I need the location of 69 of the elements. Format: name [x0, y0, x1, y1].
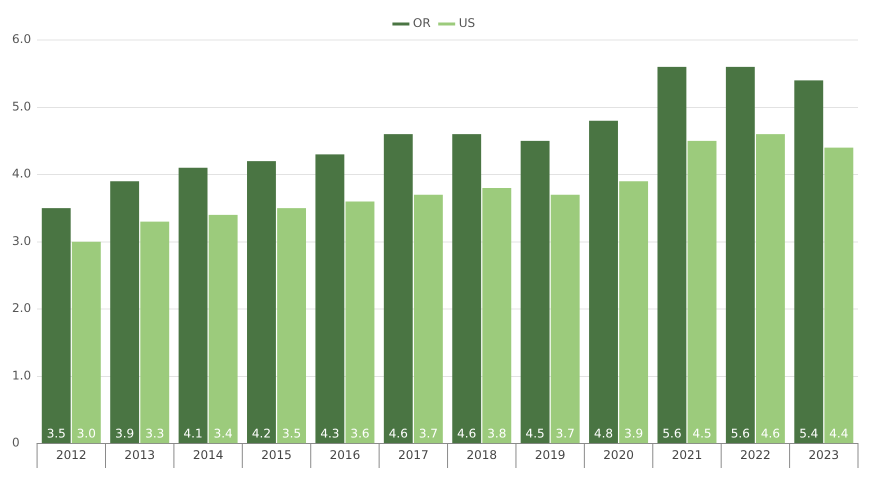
y-tick-label: 5.0 — [12, 99, 32, 114]
x-tick-label: 2020 — [603, 448, 634, 462]
bar — [589, 120, 618, 444]
x-tick-label: 2019 — [534, 448, 566, 462]
x-tick-label: 2022 — [740, 448, 771, 462]
x-tick-label: 2012 — [56, 448, 87, 462]
x-tick-label: 2017 — [398, 448, 429, 462]
bar — [688, 140, 716, 444]
data-label: 3.9 — [624, 426, 644, 441]
data-label: 3.8 — [487, 426, 506, 441]
bar — [550, 194, 580, 444]
bar — [520, 140, 550, 444]
data-label: 3.9 — [115, 426, 134, 441]
bar — [726, 66, 755, 444]
legend-label: OR — [412, 16, 431, 30]
bar — [794, 80, 824, 444]
bar — [42, 208, 71, 444]
bar — [178, 168, 208, 444]
data-label: 3.7 — [418, 426, 438, 441]
data-label: 3.5 — [282, 426, 302, 441]
x-tick-label: 2014 — [192, 448, 224, 462]
x-tick-label: 2021 — [672, 448, 702, 462]
bar — [824, 148, 854, 444]
legend-label: US — [458, 16, 476, 30]
data-label: 4.2 — [252, 426, 272, 441]
data-label: 5.6 — [662, 426, 682, 441]
bar — [619, 181, 648, 444]
bar — [247, 161, 276, 444]
data-label: 4.6 — [388, 426, 408, 441]
y-tick-label: 2.0 — [12, 301, 32, 316]
data-label: 5.6 — [730, 426, 750, 441]
data-label: 3.0 — [76, 426, 96, 441]
x-tick-label: 2013 — [124, 448, 155, 462]
y-tick-label: 0 — [12, 436, 20, 450]
bar — [384, 134, 413, 444]
y-tick-label: 6.0 — [12, 32, 32, 46]
data-label: 3.4 — [214, 426, 233, 441]
data-label: 3.6 — [350, 426, 370, 441]
bar — [482, 188, 512, 444]
x-tick-label: 2015 — [261, 448, 292, 462]
data-label: 3.5 — [46, 426, 66, 441]
data-label: 3.7 — [556, 426, 575, 441]
data-label: 4.6 — [457, 426, 476, 441]
data-label: 5.4 — [799, 426, 818, 441]
data-label: 4.1 — [184, 426, 203, 441]
bar — [315, 154, 344, 444]
x-tick-label: 2023 — [808, 448, 840, 462]
data-label: 4.6 — [760, 426, 780, 441]
data-label: 4.5 — [692, 426, 712, 441]
y-tick-label: 1.0 — [12, 368, 32, 382]
bar — [756, 134, 785, 444]
bar — [346, 201, 374, 444]
y-tick-label: 3.0 — [12, 234, 32, 248]
bar — [140, 222, 170, 444]
x-tick-label: 2018 — [466, 448, 498, 462]
data-label: 4.8 — [594, 426, 614, 441]
bar — [657, 66, 686, 444]
bar — [277, 208, 306, 444]
bar — [208, 214, 238, 444]
data-label: 3.3 — [145, 426, 164, 441]
y-tick-label: 4.0 — [12, 166, 32, 181]
data-label: 4.5 — [526, 426, 545, 441]
bar — [110, 181, 140, 444]
data-label: 4.4 — [829, 426, 848, 441]
x-tick-label: 2016 — [330, 448, 360, 462]
bar — [72, 242, 101, 444]
bar — [414, 194, 443, 444]
data-label: 4.3 — [320, 426, 340, 441]
bar — [452, 134, 482, 444]
